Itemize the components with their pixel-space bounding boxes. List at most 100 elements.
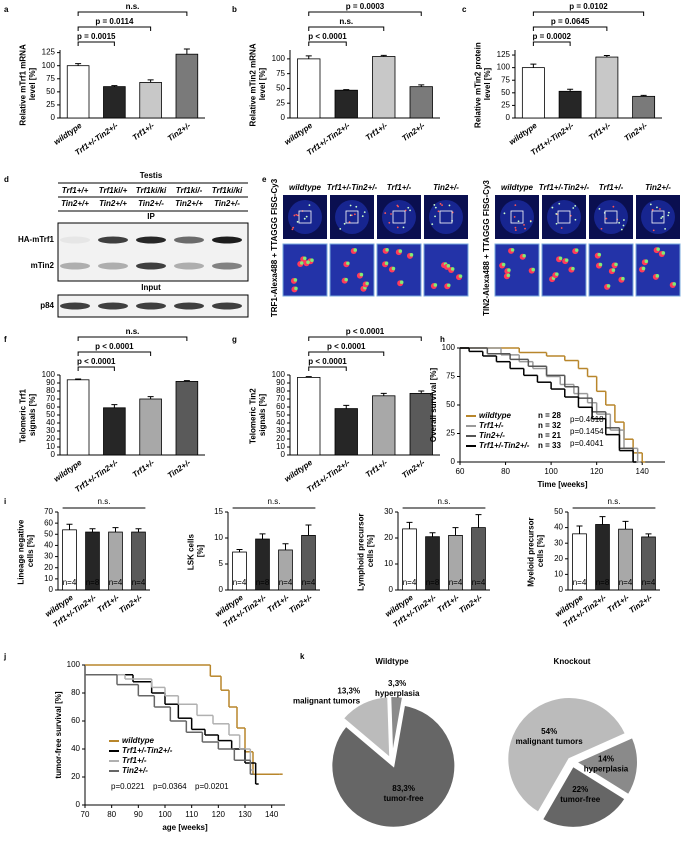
y-tick-label: 0 bbox=[51, 113, 56, 122]
signal bbox=[434, 215, 436, 218]
category-label: Trf1+/- bbox=[436, 593, 462, 615]
pie-value-label: 22% bbox=[572, 785, 588, 794]
bar-label: n=8 bbox=[256, 578, 270, 587]
signal bbox=[667, 214, 670, 217]
genotype: Trf1ki/ki bbox=[212, 186, 243, 195]
pie-value-label: 13,3% bbox=[337, 686, 360, 695]
signal bbox=[574, 205, 577, 207]
y-tick-label: 100 bbox=[272, 370, 286, 379]
blot-row-label: HA-mTrf1 bbox=[18, 235, 55, 244]
legend-label: Trf1+/-Tin2+/- bbox=[479, 441, 530, 450]
error-bar bbox=[418, 390, 425, 394]
blot-band bbox=[174, 236, 204, 244]
signal bbox=[434, 206, 437, 209]
x-tick-label: 120 bbox=[212, 810, 226, 819]
signal bbox=[623, 219, 625, 221]
signal bbox=[448, 204, 451, 207]
signal bbox=[384, 261, 389, 266]
panel-letter: d bbox=[4, 175, 9, 184]
error-bar bbox=[305, 524, 312, 536]
legend-label: Trf1+/- bbox=[122, 756, 147, 765]
legend-n: n = 21 bbox=[538, 431, 561, 440]
legend-label: Trf1+/-Tin2+/- bbox=[122, 746, 173, 755]
pie-category-label: hyperplasia bbox=[375, 689, 420, 698]
signal bbox=[359, 272, 364, 277]
y-tick-label: 0 bbox=[559, 585, 564, 594]
signal bbox=[291, 228, 294, 231]
legend-label: Tin2+/- bbox=[122, 766, 148, 775]
signal bbox=[396, 226, 399, 229]
genotype: Tin2+/+ bbox=[175, 199, 203, 208]
error-bar bbox=[89, 528, 96, 533]
x-tick-label: 130 bbox=[238, 810, 252, 819]
signal bbox=[295, 213, 298, 216]
y-tick-label: 20 bbox=[384, 533, 393, 542]
panel-letter: b bbox=[232, 5, 237, 14]
significance: p = 0.0003 bbox=[346, 2, 385, 11]
nucleus bbox=[335, 200, 369, 234]
y-tick-label: 0 bbox=[76, 800, 81, 809]
y-tick-label: 10 bbox=[46, 442, 55, 451]
signal bbox=[344, 277, 348, 282]
signal bbox=[306, 260, 310, 265]
category-label: Tin2+/- bbox=[400, 458, 427, 480]
category-label: Tin2+/- bbox=[288, 593, 315, 615]
signal bbox=[513, 216, 516, 218]
signal bbox=[507, 268, 511, 272]
signal bbox=[558, 256, 563, 261]
nucleus bbox=[594, 200, 628, 234]
signal bbox=[572, 207, 575, 209]
significance: p < 0.0001 bbox=[327, 342, 366, 351]
y-tick-label: 30 bbox=[44, 552, 53, 561]
bracket bbox=[532, 41, 571, 46]
p-value: p=0.4618 bbox=[570, 415, 604, 424]
error-bar bbox=[622, 520, 629, 530]
signal bbox=[517, 220, 520, 223]
y-tick-label: 0 bbox=[51, 450, 56, 459]
y-axis-label: Overall survival [%] bbox=[429, 368, 438, 443]
signal bbox=[656, 247, 660, 251]
signal bbox=[409, 253, 414, 257]
y-tick-label: 50 bbox=[446, 400, 455, 409]
y-tick-label: 25 bbox=[501, 101, 510, 110]
p-value: p=0.0221 bbox=[111, 782, 145, 791]
signal bbox=[349, 204, 352, 207]
bracket bbox=[308, 351, 385, 356]
significance: n.s. bbox=[126, 327, 140, 336]
error-bar bbox=[183, 380, 190, 382]
bracket bbox=[308, 366, 347, 371]
y-tick-label: 5 bbox=[219, 559, 224, 568]
category-label: Tin2+/- bbox=[623, 121, 650, 143]
y-tick-label: 50 bbox=[46, 410, 55, 419]
y-tick-label: 50 bbox=[276, 84, 285, 93]
significance: n.s. bbox=[339, 17, 353, 26]
signal bbox=[551, 206, 554, 209]
bar-label: n=8 bbox=[426, 578, 440, 587]
nucleus bbox=[382, 200, 416, 234]
significance: p = 0.0114 bbox=[95, 17, 134, 26]
signal bbox=[439, 202, 442, 205]
signal bbox=[346, 261, 350, 266]
signal bbox=[555, 222, 558, 225]
signal bbox=[558, 202, 561, 205]
signal bbox=[433, 204, 436, 206]
legend-label: wildtype bbox=[122, 736, 155, 745]
y-tick-label: 125 bbox=[42, 48, 56, 57]
p-value: p=0.0364 bbox=[153, 782, 187, 791]
y-tick-label: 90 bbox=[276, 378, 285, 387]
signal bbox=[514, 226, 517, 229]
y-tick-label: 40 bbox=[71, 744, 80, 753]
signal bbox=[353, 248, 358, 252]
category-label: Tin2+/- bbox=[166, 458, 193, 480]
x-tick-label: 80 bbox=[107, 810, 116, 819]
error-bar bbox=[576, 525, 583, 534]
signal bbox=[294, 286, 298, 291]
category-label: Tin2+/- bbox=[628, 593, 655, 615]
y-tick-label: 30 bbox=[276, 426, 285, 435]
x-tick-label: 100 bbox=[544, 467, 558, 476]
blot-band bbox=[98, 302, 128, 310]
category-label: wildtype bbox=[52, 121, 84, 147]
zoom-box bbox=[298, 210, 312, 224]
blot-band bbox=[60, 302, 90, 310]
bracket bbox=[532, 11, 645, 16]
